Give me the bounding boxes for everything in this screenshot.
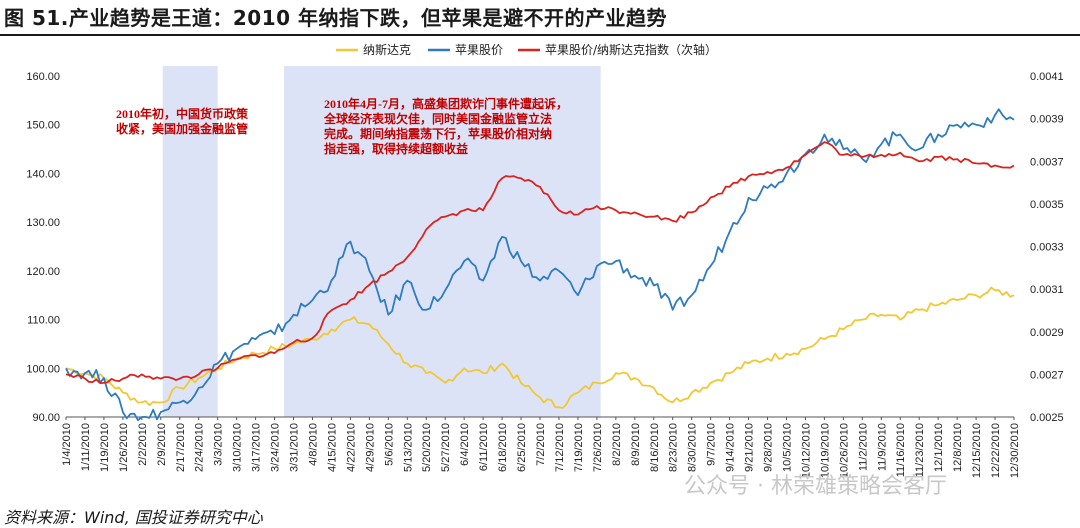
x-tick-label: 1/4/2010 bbox=[61, 423, 73, 466]
x-tick-label: 8/9/2010 bbox=[630, 423, 642, 466]
x-tick-label: 2/17/2010 bbox=[175, 423, 187, 472]
legend-label: 纳斯达克 bbox=[363, 43, 411, 57]
y-right-tick-label: 0.0039 bbox=[1030, 114, 1064, 126]
x-tick-label: 8/16/2010 bbox=[649, 423, 661, 472]
y-right-tick-label: 0.0035 bbox=[1030, 199, 1064, 211]
x-tick-label: 3/24/2010 bbox=[270, 423, 282, 472]
x-tick-label: 4/8/2010 bbox=[307, 423, 319, 466]
x-tick-label: 1/19/2010 bbox=[99, 423, 111, 472]
x-tick-label: 12/30/2010 bbox=[1009, 423, 1021, 478]
annotation-text-1: 收紧，美国加强金融监管 bbox=[116, 121, 248, 136]
x-tick-label: 7/12/2010 bbox=[554, 423, 566, 472]
x-tick-label: 10/26/2010 bbox=[838, 423, 850, 478]
x-tick-label: 6/4/2010 bbox=[459, 423, 471, 466]
watermark: 公众号 · 林荣雄策略会客厅 bbox=[684, 474, 947, 499]
y-right-tick-label: 0.0037 bbox=[1030, 156, 1064, 168]
x-tick-label: 10/5/2010 bbox=[781, 423, 793, 472]
y-left-tick-label: 110.00 bbox=[27, 315, 60, 327]
chart-title: 图 51.产业趋势是王道：2010 年纳指下跌，但苹果是避不开的产业趋势 bbox=[4, 6, 668, 30]
x-tick-label: 12/15/2010 bbox=[971, 423, 983, 478]
y-left-tick-label: 160.00 bbox=[26, 71, 60, 83]
x-tick-label: 9/21/2010 bbox=[744, 423, 756, 472]
x-tick-label: 4/29/2010 bbox=[364, 423, 376, 472]
y-right-tick-label: 0.0027 bbox=[1030, 369, 1064, 381]
x-tick-label: 8/2/2010 bbox=[611, 423, 623, 466]
x-tick-label: 9/14/2010 bbox=[725, 423, 737, 472]
y-right-tick-label: 0.0033 bbox=[1030, 242, 1064, 254]
x-tick-label: 12/22/2010 bbox=[990, 423, 1002, 478]
x-tick-label: 8/30/2010 bbox=[687, 423, 699, 472]
x-tick-label: 8/23/2010 bbox=[668, 423, 680, 472]
title-divider bbox=[0, 34, 1080, 36]
x-tick-label: 5/27/2010 bbox=[440, 423, 452, 472]
source-note: 资料来源：Wind, 国投证券研究中心 bbox=[4, 508, 263, 527]
legend-label: 苹果股价 bbox=[455, 43, 503, 57]
shaded-period-2 bbox=[284, 66, 601, 417]
x-tick-label: 3/3/2010 bbox=[213, 423, 225, 466]
line-chart: 90.00 100.00 110.00 120.00 130.00 140.00 150.0… bbox=[26, 42, 1064, 478]
x-tick-label: 6/18/2010 bbox=[497, 423, 509, 472]
x-tick-label: 11/16/2010 bbox=[895, 423, 907, 477]
x-tick-label: 7/19/2010 bbox=[573, 423, 585, 472]
x-tick-label: 10/12/2010 bbox=[800, 423, 812, 478]
x-tick-label: 2/2/2010 bbox=[137, 423, 149, 466]
annotation-text-2: 2010年4月-7月，高盛集团欺诈门事件遭起诉， bbox=[324, 96, 568, 111]
x-tick-label: 3/10/2010 bbox=[232, 423, 244, 472]
x-tick-label: 11/9/2010 bbox=[876, 423, 888, 471]
x-tick-label: 10/19/2010 bbox=[819, 423, 831, 478]
legend-label: 苹果股价/纳斯达克指数（次轴） bbox=[545, 42, 717, 57]
y-right-tick-label: 0.0025 bbox=[1030, 412, 1064, 424]
y-left-tick-label: 120.00 bbox=[26, 266, 60, 278]
x-tick-label: 1/26/2010 bbox=[118, 423, 130, 472]
x-tick-label: 2/9/2010 bbox=[156, 423, 168, 466]
x-tick-label: 6/11/2010 bbox=[478, 423, 490, 471]
y-left-tick-label: 140.00 bbox=[26, 168, 60, 180]
annotation-text-2: 完成。期间纳指震荡下行，苹果股价相对纳 bbox=[324, 126, 552, 141]
x-tick-label: 5/20/2010 bbox=[421, 423, 433, 472]
y-left-tick-label: 150.00 bbox=[26, 120, 60, 132]
x-tick-label: 3/31/2010 bbox=[289, 423, 301, 472]
apple-nasdaq-ratio-line bbox=[65, 141, 1015, 384]
x-tick-label: 9/7/2010 bbox=[706, 423, 718, 466]
x-tick-label: 3/17/2010 bbox=[251, 423, 263, 472]
annotation-text-1: 2010年初，中国货币政策 bbox=[116, 106, 249, 121]
x-tick-label: 9/28/2010 bbox=[763, 423, 775, 472]
x-tick-label: 4/22/2010 bbox=[345, 423, 357, 472]
y-left-tick-label: 90.00 bbox=[32, 412, 60, 424]
shaded-period-1 bbox=[162, 66, 218, 417]
y-right-tick-label: 0.0031 bbox=[1030, 284, 1064, 296]
x-tick-label: 12/8/2010 bbox=[952, 423, 964, 472]
y-right-tick-label: 0.0041 bbox=[1030, 71, 1064, 83]
x-tick-label: 2/24/2010 bbox=[194, 423, 206, 472]
annotation-text-2: 全球经济表现欠佳，同时美国金融监管立法 bbox=[323, 111, 552, 126]
x-tick-label: 12/1/2010 bbox=[933, 423, 945, 472]
x-tick-label: 11/2/2010 bbox=[857, 423, 869, 471]
annotation-text-2: 指走强，取得持续超额收益 bbox=[324, 141, 468, 156]
x-tick-label: 1/11/2010 bbox=[80, 423, 92, 471]
x-tick-label: 7/26/2010 bbox=[592, 423, 604, 472]
x-tick-label: 7/2/2010 bbox=[535, 423, 547, 466]
x-tick-label: 4/15/2010 bbox=[326, 423, 338, 472]
x-tick-label: 5/13/2010 bbox=[402, 423, 414, 472]
apple-price-line bbox=[65, 108, 1015, 422]
x-tick-label: 6/25/2010 bbox=[516, 423, 528, 472]
y-right-tick-label: 0.0029 bbox=[1030, 327, 1064, 339]
y-left-tick-label: 100.00 bbox=[26, 363, 60, 375]
y-left-tick-label: 130.00 bbox=[26, 217, 60, 229]
x-tick-label: 11/23/2010 bbox=[914, 423, 926, 477]
x-tick-label: 5/6/2010 bbox=[383, 423, 395, 466]
